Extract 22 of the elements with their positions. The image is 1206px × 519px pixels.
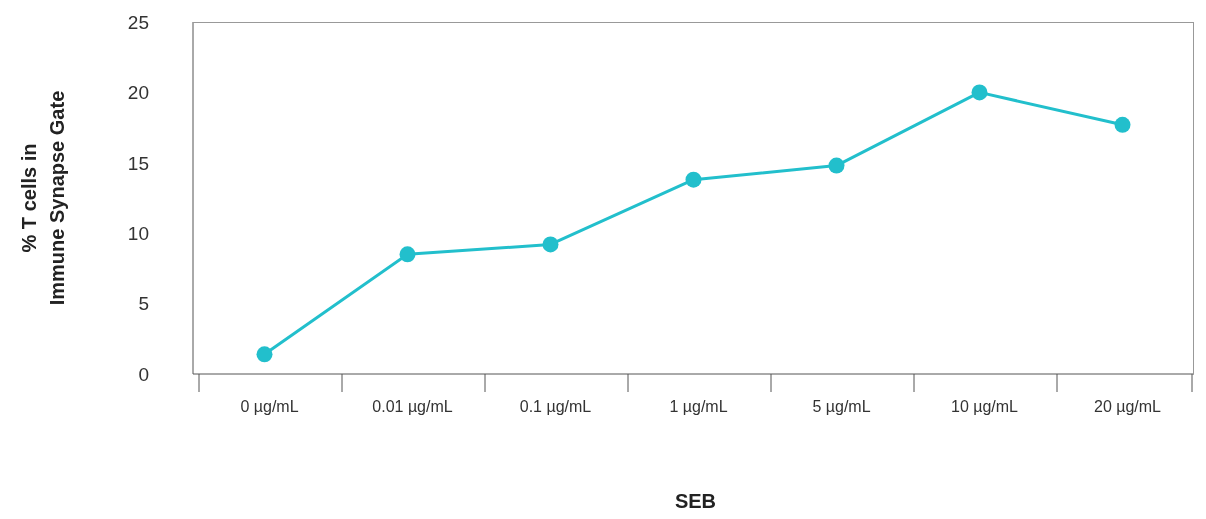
y-tick-label: 10: [127, 222, 149, 244]
x-tick-label: 0 µg/mL: [240, 398, 299, 415]
x-tick-label: 1 µg/mL: [669, 398, 728, 415]
point: [828, 157, 845, 174]
y-tick-label: 25: [127, 11, 149, 33]
point: [256, 346, 273, 363]
y-tick-label: 5: [138, 293, 149, 315]
y-tick-label: 20: [127, 82, 149, 104]
y-tick-label: 15: [127, 152, 149, 174]
x-tick-label: 5 µg/mL: [812, 398, 871, 415]
point: [399, 246, 416, 263]
y-tick-label: 0: [138, 363, 149, 385]
point: [971, 84, 988, 101]
point: [542, 236, 559, 253]
x-tick-label: 10 µg/mL: [950, 398, 1019, 415]
x-axis-title: SEB: [674, 490, 717, 512]
x-tick-label: 0.1 µg/mL: [519, 398, 592, 415]
point: [1114, 116, 1131, 133]
x-tick-label: 0.01 µg/mL: [372, 398, 453, 415]
point: [685, 171, 702, 188]
y-axis-title: % T cells in Immune Synapse Gate: [18, 90, 68, 306]
x-tick-label: 20 µg/mL: [1093, 398, 1162, 415]
